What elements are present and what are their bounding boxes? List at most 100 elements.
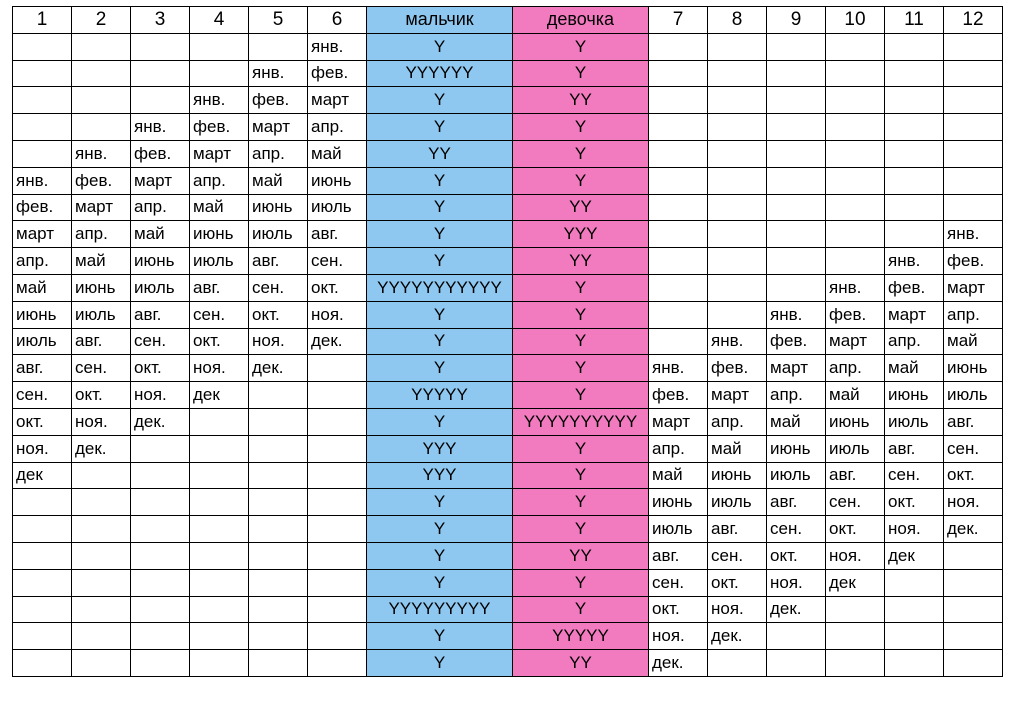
month-cell: март [943, 273, 1003, 302]
month-cell [766, 273, 826, 302]
month-cell [71, 86, 131, 115]
month-cell [884, 193, 944, 222]
month-cell: июнь [71, 273, 131, 302]
month-cell: май [943, 327, 1003, 356]
month-cell [766, 86, 826, 115]
girl-cell: Y [512, 434, 649, 463]
month-cell [884, 220, 944, 249]
month-cell [71, 649, 131, 677]
month-cell [307, 595, 367, 624]
month-cell [884, 59, 944, 88]
month-cell [71, 113, 131, 141]
month-cell [248, 488, 308, 517]
month-cell [71, 59, 131, 88]
month-cell [766, 220, 826, 249]
month-cell [130, 622, 190, 651]
month-cell: апр. [943, 300, 1003, 329]
month-cell: июнь [825, 407, 885, 436]
month-cell: июнь [307, 166, 367, 195]
month-cell [248, 541, 308, 570]
month-cell [71, 515, 131, 543]
month-cell: фев. [71, 166, 131, 195]
month-cell [71, 595, 131, 624]
month-cell: ноя. [248, 327, 308, 356]
girl-cell: Y [512, 327, 649, 356]
month-cell [707, 247, 767, 275]
month-cell [943, 59, 1003, 88]
boy-cell: Y [366, 32, 513, 61]
header-col-6: 6 [307, 6, 367, 34]
month-cell: авг. [307, 220, 367, 249]
boy-cell: Y [366, 649, 513, 677]
month-cell: июль [707, 488, 767, 517]
month-cell [648, 59, 708, 88]
boy-cell: Y [366, 300, 513, 329]
month-cell [248, 407, 308, 436]
month-cell [884, 139, 944, 168]
header-col-12: 12 [943, 6, 1003, 34]
month-cell [943, 166, 1003, 195]
month-cell: дек. [707, 622, 767, 651]
month-cell [943, 622, 1003, 651]
month-cell: сен. [12, 381, 72, 409]
month-cell [307, 622, 367, 651]
month-cell: апр. [248, 139, 308, 168]
table-row: янв. фев. март апр. май июнь Y Y [12, 166, 1003, 195]
month-cell: июнь [12, 300, 72, 329]
month-cell [648, 300, 708, 329]
month-cell: авг. [12, 354, 72, 383]
header-boy: мальчик [366, 6, 513, 34]
month-cell: дек [12, 461, 72, 490]
month-cell [943, 139, 1003, 168]
month-cell: фев. [825, 300, 885, 329]
boy-cell: YYYYY [366, 381, 513, 409]
month-cell: июнь [248, 193, 308, 222]
month-cell [943, 541, 1003, 570]
month-cell: июнь [884, 381, 944, 409]
month-cell [189, 32, 249, 61]
month-cell [12, 649, 72, 677]
boy-cell: Y [366, 327, 513, 356]
boy-cell: YYYYYYYYYYY [366, 273, 513, 302]
month-cell [189, 461, 249, 490]
month-cell [825, 193, 885, 222]
table-row: апр. май июнь июль авг. сен. Y YY янв. фев. [12, 247, 1003, 275]
girl-cell: YY [512, 247, 649, 275]
month-cell [189, 59, 249, 88]
month-cell [825, 139, 885, 168]
month-cell [12, 86, 72, 115]
boy-cell: YYYYYYYYY [366, 595, 513, 624]
month-cell [248, 381, 308, 409]
month-cell [707, 220, 767, 249]
month-cell [71, 622, 131, 651]
month-cell [825, 595, 885, 624]
month-cell [707, 166, 767, 195]
month-cell [884, 166, 944, 195]
month-cell [248, 649, 308, 677]
boy-cell: YYY [366, 461, 513, 490]
month-cell: сен. [307, 247, 367, 275]
month-cell: май [248, 166, 308, 195]
month-cell [130, 32, 190, 61]
month-cell: июль [248, 220, 308, 249]
girl-cell: Y [512, 300, 649, 329]
month-cell [307, 488, 367, 517]
month-cell [825, 32, 885, 61]
month-cell [248, 461, 308, 490]
month-cell [943, 568, 1003, 597]
month-cell: март [189, 139, 249, 168]
table-row: окт. ноя. дек. Y YYYYYYYYYY март апр. май июнь ию… [12, 407, 1003, 436]
header-col-2: 2 [71, 6, 131, 34]
boy-cell: Y [366, 407, 513, 436]
month-cell [766, 139, 826, 168]
month-cell: май [189, 193, 249, 222]
month-cell [307, 568, 367, 597]
month-cell [130, 541, 190, 570]
month-cell: сен. [707, 541, 767, 570]
month-cell [707, 59, 767, 88]
month-cell: апр. [12, 247, 72, 275]
